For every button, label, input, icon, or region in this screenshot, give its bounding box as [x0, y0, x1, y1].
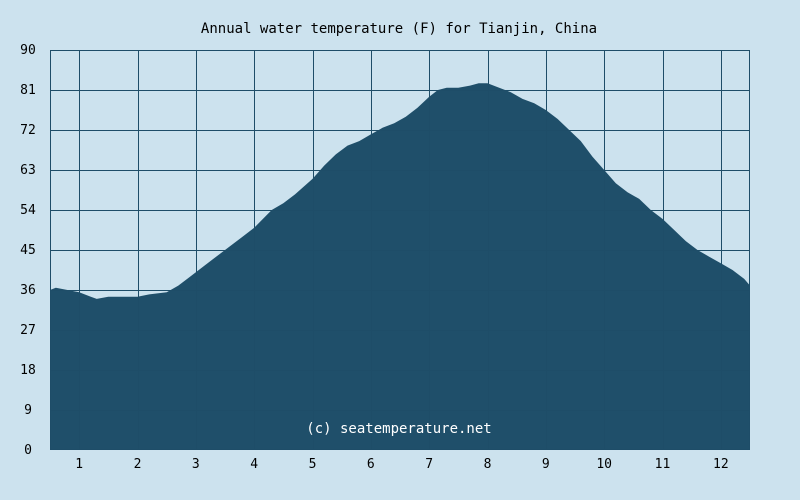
y-tick-label: 54 — [20, 203, 36, 218]
x-tick-label: 7 — [425, 457, 433, 472]
watermark-text: (c) seatemperature.net — [306, 421, 491, 437]
y-tick-label: 90 — [20, 43, 36, 58]
x-tick-label: 8 — [484, 457, 492, 472]
y-tick-label: 45 — [20, 243, 36, 258]
x-tick-label: 4 — [250, 457, 258, 472]
temperature-area — [50, 83, 750, 451]
plot-frame — [50, 50, 750, 450]
x-tick-label: 11 — [655, 457, 671, 472]
x-tick-label: 3 — [192, 457, 200, 472]
x-tick-label: 2 — [134, 457, 142, 472]
x-tick-label: 12 — [713, 457, 729, 472]
y-tick-label: 36 — [20, 283, 36, 298]
x-tick-label: 9 — [542, 457, 550, 472]
x-tick-label: 1 — [75, 457, 83, 472]
y-tick-label: 81 — [20, 83, 36, 98]
chart-title: Annual water temperature (F) for Tianjin… — [201, 21, 597, 37]
y-tick-label: 72 — [20, 123, 36, 138]
x-tick-label: 6 — [367, 457, 375, 472]
x-tick-label: 10 — [596, 457, 612, 472]
x-tick-label: 5 — [309, 457, 317, 472]
y-tick-label: 18 — [20, 363, 36, 378]
y-tick-label: 27 — [20, 323, 36, 338]
y-tick-label: 9 — [24, 403, 32, 418]
y-tick-label: 0 — [24, 443, 32, 458]
y-tick-label: 63 — [20, 163, 36, 178]
